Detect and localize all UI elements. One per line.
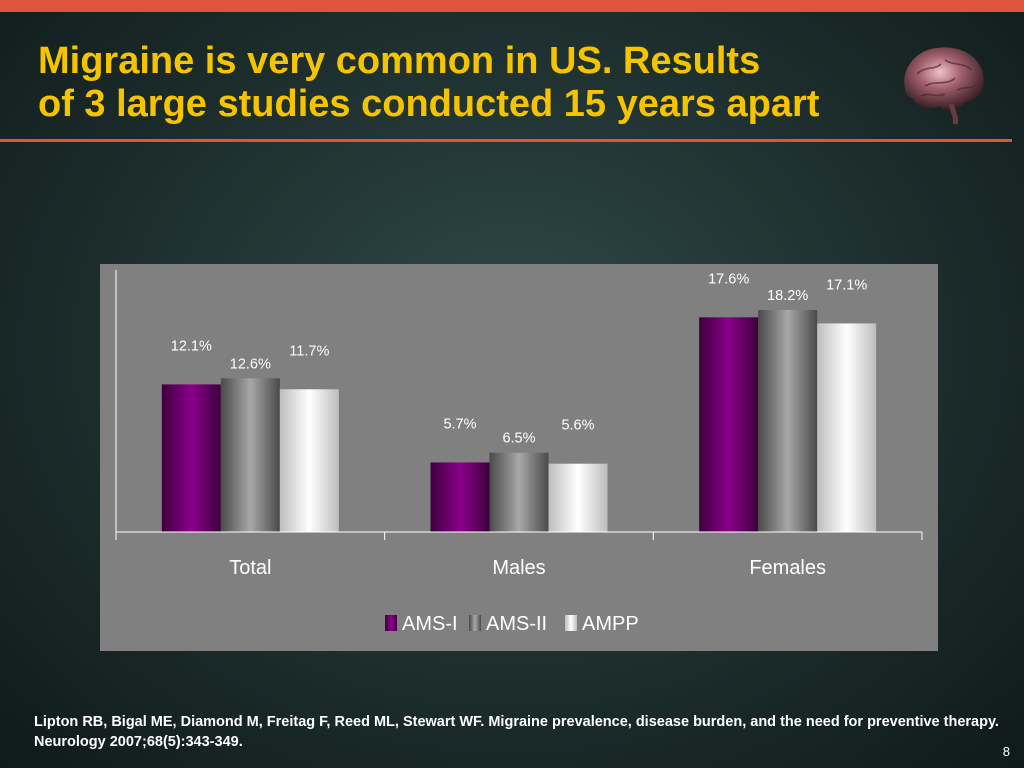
legend-swatch-ampp xyxy=(565,615,577,631)
slide-title-line-2: of 3 large studies conducted 15 years ap… xyxy=(38,83,820,125)
bar-ampp-males xyxy=(548,463,608,532)
bar-ams-i-females xyxy=(699,317,759,532)
legend-label-ams-i: AMS-I xyxy=(402,613,458,635)
slide-title-line-1: Migraine is very common in US. Results xyxy=(38,40,761,82)
bar-ampp-females xyxy=(817,323,877,532)
bar-ams-i-total xyxy=(161,384,221,532)
x-axis xyxy=(115,270,923,540)
data-label-ams-i-females: 17.6% xyxy=(708,271,749,287)
citation-text: Lipton RB, Bigal ME, Diamond M, Freitag … xyxy=(34,714,999,750)
slide-title: Migraine is very common in US. Results o… xyxy=(38,40,988,126)
category-label-total: Total xyxy=(229,557,271,579)
data-label-ams-ii-total: 12.6% xyxy=(230,356,271,372)
bar-ams-ii-females xyxy=(758,310,818,532)
category-label-males: Males xyxy=(492,557,545,579)
category-label-females: Females xyxy=(749,557,826,579)
data-label-ampp-females: 17.1% xyxy=(826,277,867,293)
legend-label-ams-ii: AMS-II xyxy=(486,613,547,635)
data-label-ams-ii-males: 6.5% xyxy=(502,431,535,447)
data-label-ampp-males: 5.6% xyxy=(561,418,594,434)
bar-ampp-total xyxy=(279,389,339,532)
legend-label-ampp: AMPP xyxy=(582,613,639,635)
brain-icon xyxy=(904,47,984,125)
data-label-ampp-total: 11.7% xyxy=(289,343,329,359)
bar-ams-ii-total xyxy=(220,378,280,532)
bar-ams-i-males xyxy=(430,462,490,532)
legend-swatch-ams-i xyxy=(385,615,397,631)
labels-group: 12.1% 12.6% 11.7% Total 5.7% 6.5% 5.6% Males 17.… xyxy=(171,271,868,579)
top-accent-bar xyxy=(0,0,1024,12)
bar-ams-ii-males xyxy=(489,452,549,532)
data-label-ams-ii-females: 18.2% xyxy=(767,288,808,304)
data-label-ams-i-males: 5.7% xyxy=(443,416,476,432)
slide-number: 8 xyxy=(1002,744,1010,759)
bars-group xyxy=(161,310,877,532)
data-label-ams-i-total: 12.1% xyxy=(171,338,212,354)
bar-chart: 12.1% 12.6% 11.7% Total 5.7% 6.5% 5.6% Males 17.… xyxy=(100,264,938,651)
title-underline xyxy=(0,139,1012,142)
legend: AMS-I AMS-II AMPP xyxy=(385,613,639,635)
legend-swatch-ams-ii xyxy=(469,615,481,631)
